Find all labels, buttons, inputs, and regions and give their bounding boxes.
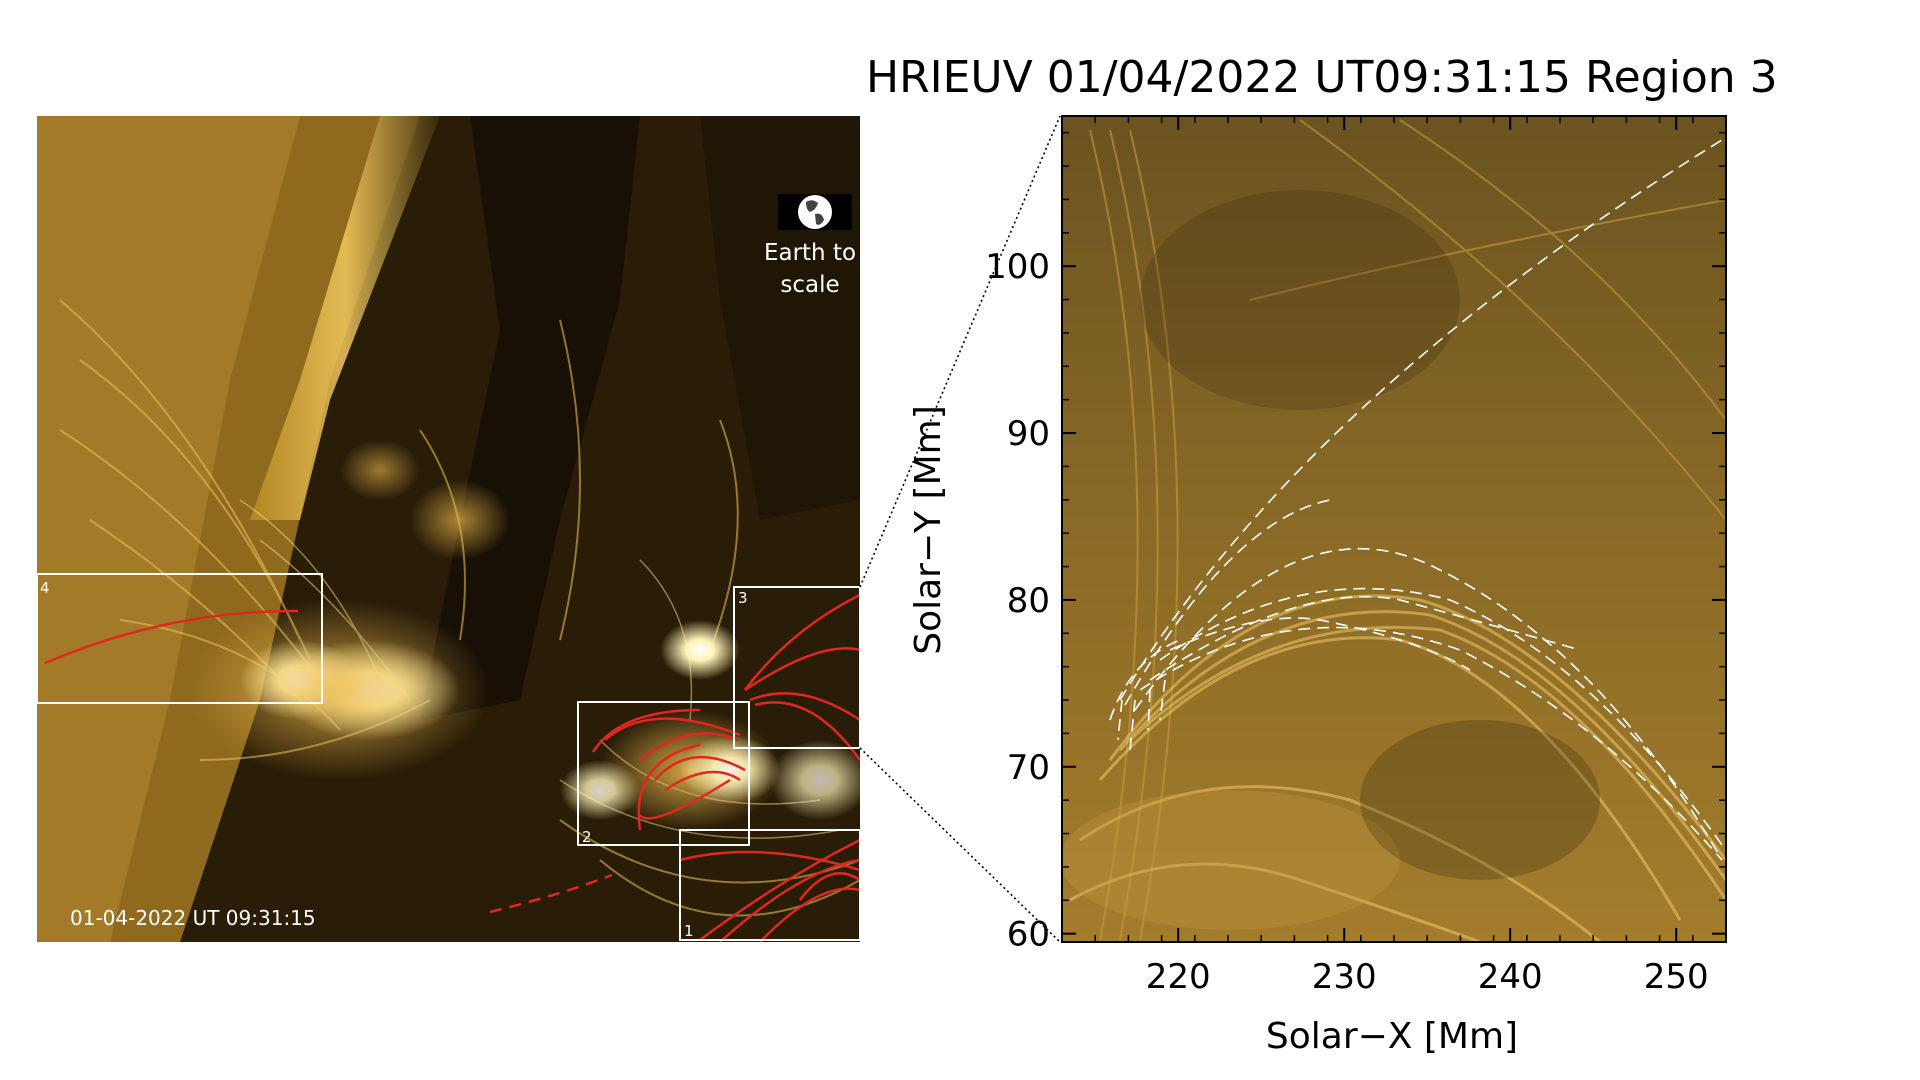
fieldline-region-2a — [591, 708, 701, 753]
figure-title: HRIEUV 01/04/2022 UT09:31:15 Region 3 — [866, 52, 1778, 103]
fieldline-region-2d — [638, 778, 731, 820]
loop-track-5 — [1139, 626, 1723, 861]
x-tick-label: 230 — [1312, 957, 1377, 997]
fieldline-region-4 — [44, 609, 299, 665]
loop-track-11 — [1147, 689, 1151, 731]
x-tick-label: 220 — [1146, 957, 1211, 997]
y-tick-label: 80 — [1007, 581, 1050, 621]
loop-track-9 — [1117, 699, 1123, 741]
loop-track-8 — [1109, 639, 1181, 721]
earth-note-line1: Earth to — [764, 240, 856, 266]
loop-tracks — [1109, 139, 1723, 861]
y-tick-label: 90 — [1007, 414, 1050, 454]
fieldline-region-2e — [664, 770, 741, 792]
fieldline-region-3d — [754, 701, 860, 761]
x-axis-label: Solar−X [Mm] — [1266, 1016, 1518, 1057]
y-tick-label: 60 — [1007, 915, 1050, 955]
fieldline-region-2b — [604, 717, 741, 741]
region-label-1: 1 — [684, 922, 694, 940]
left-euv-image — [37, 116, 860, 942]
loop-track-7 — [1169, 617, 1471, 671]
region-label-3: 3 — [738, 589, 748, 607]
fieldline-region-2g — [637, 743, 701, 831]
region-box-1 — [679, 829, 861, 941]
fieldline-dashed — [489, 873, 613, 914]
region-box-4 — [36, 573, 323, 704]
fieldline-region-1d — [799, 872, 860, 901]
y-tick-label: 70 — [1007, 748, 1050, 788]
fieldline-region-1b — [719, 858, 860, 942]
zoom-connectors — [859, 115, 1061, 943]
region-box-2 — [577, 701, 750, 846]
y-tick-label: 100 — [985, 247, 1050, 287]
fieldline-region-2f — [654, 755, 746, 781]
x-axis-ticks: 220 230 240 250 — [1061, 116, 1727, 997]
earth-note-line2: scale — [780, 272, 839, 298]
region-boxes — [36, 573, 861, 941]
y-axis-label: Solar−Y [Mm] — [908, 405, 949, 655]
loop-track-12 — [1159, 679, 1166, 721]
loop-track-3 — [1134, 547, 1723, 861]
region-label-2: 2 — [582, 828, 592, 846]
fieldline-region-3a — [744, 593, 860, 691]
fieldline-region-1c — [759, 887, 860, 942]
fieldline-region-1a — [699, 838, 860, 942]
loop-track-1 — [1119, 139, 1723, 701]
right-zoom-image — [1062, 116, 1726, 942]
fieldline-region-3b — [744, 647, 860, 692]
loop-track-2 — [1124, 499, 1331, 706]
loop-track-6 — [1159, 587, 1723, 846]
x-tick-label: 250 — [1644, 957, 1709, 997]
earth-icon — [778, 194, 852, 230]
fieldline-region-3c — [749, 692, 860, 722]
loop-track-4 — [1149, 595, 1581, 681]
x-tick-label: 240 — [1478, 957, 1543, 997]
image-timestamp: 01-04-2022 UT 09:31:15 — [70, 906, 316, 930]
fieldline-region-2c — [639, 732, 739, 761]
fieldline-region-1e — [679, 850, 860, 872]
region-label-4: 4 — [40, 579, 50, 597]
red-field-lines — [44, 593, 860, 942]
loop-track-10 — [1129, 699, 1136, 751]
y-axis-ticks: 60 70 80 90 100 — [985, 131, 1726, 955]
